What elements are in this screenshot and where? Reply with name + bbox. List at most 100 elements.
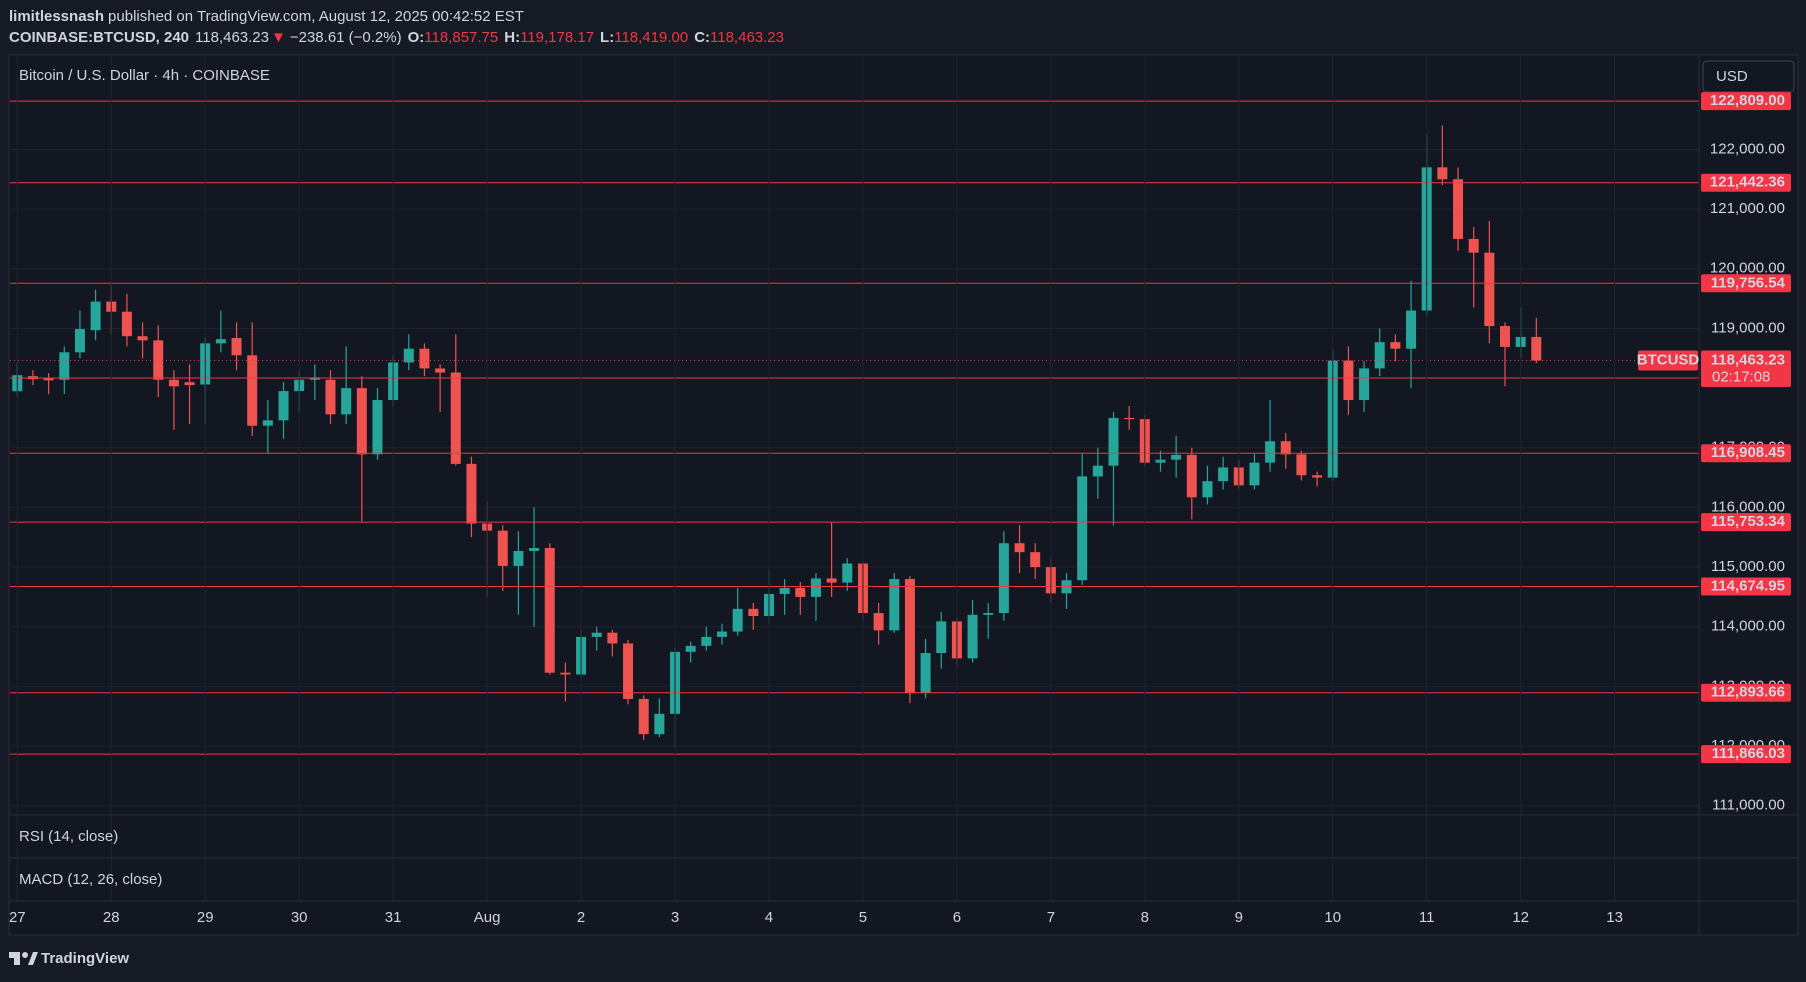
candle-body — [873, 613, 884, 631]
candle-body — [466, 463, 477, 524]
candle-body — [983, 613, 994, 615]
candle-body — [1453, 179, 1464, 239]
x-tick-label: 11 — [1419, 909, 1435, 926]
indicator-rsi[interactable]: RSI (14, close) — [19, 828, 118, 845]
candle-body — [372, 400, 383, 455]
candle-body — [529, 548, 540, 551]
candle-body — [231, 337, 242, 356]
candle-body — [560, 672, 571, 675]
x-tick-label: 6 — [953, 909, 961, 926]
level-tag — [1701, 683, 1791, 702]
candle-body — [1468, 238, 1479, 253]
candle-body — [1218, 467, 1229, 482]
candle-body — [1092, 465, 1103, 477]
candle-body — [419, 348, 430, 369]
x-tick-label: 29 — [197, 909, 214, 926]
level-label: 122,809.00 — [1710, 92, 1785, 109]
y-tick-label: 114,000.00 — [1711, 618, 1785, 635]
candle-body — [1030, 552, 1041, 568]
y-tick-label: 119,000.00 — [1711, 319, 1785, 336]
candle-body — [1249, 462, 1260, 486]
candle-body — [341, 388, 352, 415]
candle-body — [513, 550, 524, 566]
y-tick-label: 111,000.00 — [1712, 797, 1785, 814]
candle-body — [810, 578, 821, 597]
level-tag — [1701, 92, 1791, 111]
candle-body — [904, 579, 915, 693]
candle-body — [607, 632, 618, 644]
countdown: 02:17:08 — [1712, 368, 1770, 385]
candle-body — [1359, 368, 1370, 401]
candle-body — [638, 698, 649, 735]
currency-button[interactable] — [1702, 60, 1795, 93]
candle-body — [59, 352, 70, 380]
candle-body — [325, 379, 336, 415]
brand-logo — [9, 952, 38, 965]
candle-body — [435, 368, 446, 373]
y-tick-label: 122,000.00 — [1710, 140, 1785, 157]
level-label: 119,756.54 — [1711, 274, 1786, 291]
x-tick-label: 27 — [9, 909, 26, 926]
candle-body — [278, 391, 289, 421]
brand: TradingView — [41, 950, 129, 967]
ohlc-key: L: — [600, 29, 614, 46]
x-tick-label: 10 — [1324, 909, 1341, 926]
ohlc-value: 119,178.17 — [520, 29, 594, 46]
symbol-tag-box — [1638, 350, 1698, 371]
level-label: 116,908.45 — [1711, 444, 1785, 461]
candle-body — [90, 301, 101, 331]
y-tick-label: 121,000.00 — [1710, 200, 1785, 217]
candle-body — [450, 372, 461, 464]
candle-body — [1500, 326, 1510, 347]
candle-body — [795, 587, 806, 597]
level-label: 111,866.03 — [1712, 745, 1785, 762]
candle-body — [920, 653, 931, 693]
publish-line: limitlessnash published on TradingView.co… — [9, 8, 524, 25]
candle-body — [1531, 336, 1542, 361]
candle-body — [544, 548, 555, 673]
candle-body — [1296, 454, 1307, 476]
y-tick-label: 115,000.00 — [1711, 558, 1785, 575]
candle-body — [623, 643, 634, 699]
ohlc-key: C: — [694, 29, 710, 46]
candle-body — [1202, 481, 1213, 498]
level-tag — [1701, 513, 1791, 532]
candle-body — [121, 311, 132, 337]
candle-body — [1280, 441, 1291, 455]
arrow: ▼ — [271, 29, 286, 46]
candle-body — [1077, 476, 1088, 581]
ohlc-key: H: — [504, 29, 520, 46]
ohlc-value: 118,857.75 — [424, 29, 498, 46]
candle-body — [1343, 360, 1354, 401]
candle-body — [1155, 459, 1166, 463]
candle-body — [685, 645, 696, 652]
candle-body — [1186, 454, 1197, 498]
candle-body — [497, 530, 508, 566]
indicator-macd[interactable]: MACD (12, 26, close) — [19, 871, 162, 888]
level-label: 121,442.36 — [1710, 174, 1785, 191]
candle-body — [1312, 475, 1323, 478]
candle-body — [779, 587, 790, 594]
ohlc-key: O: — [408, 29, 425, 46]
candle-body — [1265, 441, 1276, 463]
candle-body — [309, 377, 320, 380]
currency[interactable]: USD — [1716, 68, 1748, 85]
level-label: 115,753.34 — [1711, 513, 1786, 530]
x-tick-label: 8 — [1141, 909, 1149, 926]
candle-body — [1390, 342, 1401, 349]
last-price-box — [1701, 350, 1791, 387]
x-tick-label: 4 — [765, 909, 773, 926]
x-tick-label: 5 — [859, 909, 867, 926]
logo-part — [22, 952, 28, 958]
symbol-tag: BTCUSD — [1637, 351, 1700, 368]
published: published on TradingView.com, August 12,… — [108, 8, 524, 25]
candle-body — [826, 578, 837, 583]
candle-body — [403, 348, 414, 363]
candle-body — [591, 632, 602, 637]
plot — [10, 55, 1699, 901]
x-tick-label: Aug — [474, 909, 501, 926]
level-tag — [1701, 444, 1791, 463]
candle-body — [936, 621, 947, 654]
candle-body — [1014, 543, 1025, 553]
